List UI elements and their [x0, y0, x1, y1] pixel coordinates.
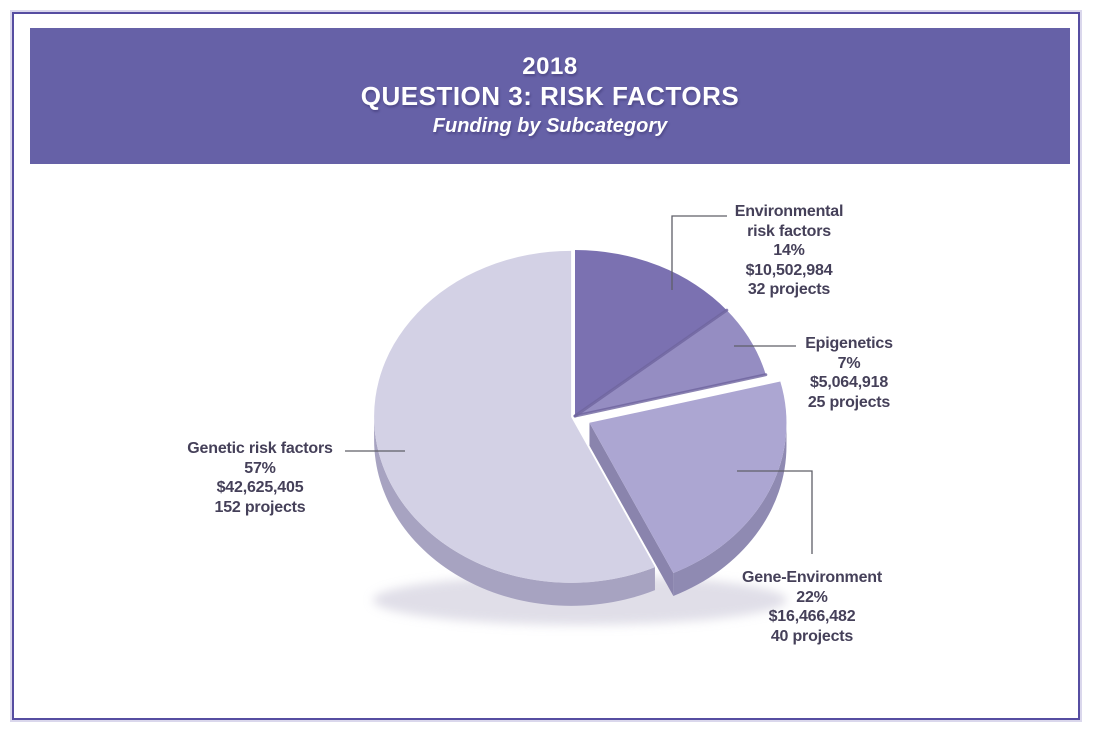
pie-slice-epigenetics	[575, 310, 766, 416]
label-line-projects: 152 projects	[214, 498, 306, 516]
chart-header-banner: 2018 QUESTION 3: RISK FACTORS Funding by…	[30, 28, 1070, 164]
label-line-funding: $16,466,482	[768, 608, 856, 625]
leader-gene-environment	[737, 470, 813, 554]
label-line-funding: $5,064,918	[809, 374, 889, 391]
header-subtitle: Funding by Subcategory	[432, 114, 668, 137]
label-line-percent: 7%	[837, 354, 861, 372]
label-line-percent: 57%	[244, 459, 276, 477]
label-line-name: Environmental	[734, 203, 844, 220]
label-gene-environment: Gene-Environment 22% $16,466,482 40 proj…	[726, 568, 898, 646]
label-line-name: risk factors	[747, 222, 831, 240]
pie-slice-gene-environment	[589, 381, 787, 574]
label-line-projects: 25 projects	[807, 393, 891, 411]
label-genetic-risk-factors: Genetic risk factors 57% $42,625,405 152…	[175, 439, 345, 517]
pie-cut-face-gene-environment	[589, 422, 674, 597]
label-line-percent: 22%	[796, 588, 828, 606]
label-line-percent: 14%	[773, 242, 805, 259]
pie-slice-genetic-risk-factors	[374, 250, 655, 583]
label-line-funding: $10,502,984	[745, 261, 833, 279]
pie-slice-environmental-risk-factors	[575, 250, 727, 416]
label-line-name: Gene-Environment	[742, 569, 882, 586]
label-line-name: Genetic risk factors	[187, 440, 333, 457]
label-environmental-risk-factors: Environmental risk factors 14% $10,502,9…	[704, 202, 874, 300]
header-title: QUESTION 3: RISK FACTORS	[360, 80, 740, 111]
label-line-projects: 32 projects	[747, 281, 831, 298]
leader-lines-group	[345, 215, 813, 554]
label-line-projects: 40 projects	[770, 627, 854, 645]
label-line-name: Epigenetics	[805, 335, 893, 352]
pie-bevel-line-1	[573, 373, 768, 418]
pie-side-genetic-risk-factors	[374, 416, 655, 606]
label-line-funding: $42,625,405	[216, 479, 304, 496]
pie-slices-group	[374, 250, 787, 606]
label-epigenetics: Epigenetics 7% $5,064,918 25 projects	[779, 334, 919, 412]
pie-bevel-line-0	[573, 308, 729, 418]
header-year: 2018	[522, 52, 578, 80]
pie-side-gene-environment	[673, 422, 787, 597]
leader-environmental-risk-factors	[671, 215, 727, 290]
